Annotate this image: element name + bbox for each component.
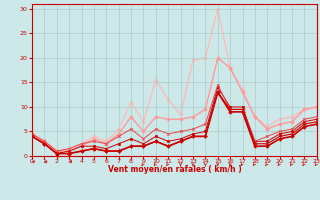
X-axis label: Vent moyen/en rafales ( km/h ): Vent moyen/en rafales ( km/h )	[108, 165, 241, 174]
